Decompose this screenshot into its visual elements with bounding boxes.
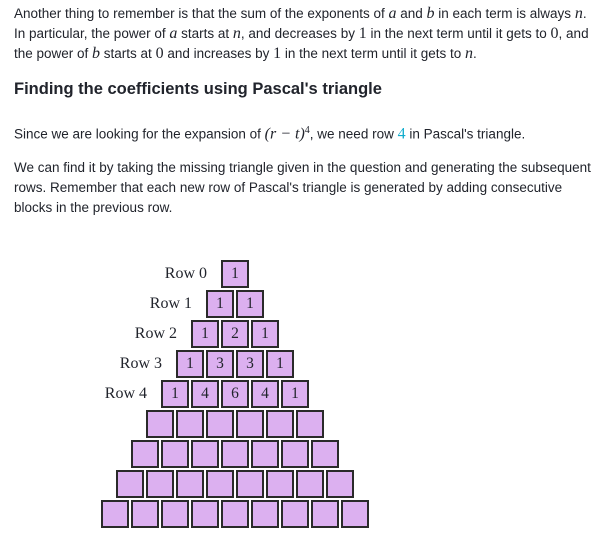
- triangle-cell: 2: [221, 320, 249, 348]
- triangle-cell: [131, 440, 159, 468]
- math-one: 1: [358, 25, 367, 42]
- triangle-cell: [191, 500, 219, 528]
- triangle-cell: 4: [191, 380, 219, 408]
- intro-text: , and decreases by: [240, 26, 359, 41]
- triangle-cell: [296, 410, 324, 438]
- intro-text: in each term is always: [434, 6, 575, 21]
- triangle-cell: [326, 470, 354, 498]
- triangle-cell: [161, 440, 189, 468]
- expansion-paragraph: Since we are looking for the expansion o…: [14, 121, 598, 145]
- math-zero: 0: [550, 25, 559, 42]
- intro-text: and: [396, 6, 427, 21]
- intro-text: , and the power of: [14, 26, 589, 61]
- triangle-cell: [101, 500, 129, 528]
- triangle-cell: 1: [176, 350, 204, 378]
- math-b: b: [92, 45, 101, 62]
- intro-text: in the next term until it gets to: [366, 26, 551, 41]
- math-one: 1: [273, 45, 282, 62]
- triangle-cell: [251, 500, 279, 528]
- triangle-cell: [146, 470, 174, 498]
- triangle-cell: [221, 500, 249, 528]
- intro-text: .: [472, 46, 477, 61]
- triangle-cell: [311, 500, 339, 528]
- triangle-cell: [161, 500, 189, 528]
- triangle-cell: [296, 470, 324, 498]
- triangle-cell: 1: [236, 290, 264, 318]
- math-a: a: [388, 5, 397, 22]
- row-label: Row 0: [164, 265, 207, 282]
- instruction-paragraph: We can find it by taking the missing tri…: [14, 160, 591, 215]
- highlight-row-number: 4: [397, 125, 406, 143]
- math-a: a: [169, 25, 178, 42]
- math-n: n: [464, 45, 473, 62]
- section-heading: Finding the coefficients using Pascal's …: [14, 80, 382, 98]
- triangle-cell: 4: [251, 380, 279, 408]
- triangle-cell: [221, 440, 249, 468]
- triangle-cell: 3: [206, 350, 234, 378]
- triangle-cell: 1: [206, 290, 234, 318]
- intro-text: . In particular, the power of: [14, 6, 587, 41]
- intro-text: starts at: [100, 46, 156, 61]
- intro-text: in the next term until it gets to: [281, 46, 465, 61]
- math-b: b: [426, 5, 435, 22]
- para-text: , we need row: [309, 126, 398, 142]
- para-text: in Pascal's triangle.: [405, 126, 526, 142]
- intro-text: Another thing to remember is that the su…: [14, 6, 389, 21]
- triangle-cell: [146, 410, 174, 438]
- triangle-cell: 1: [281, 380, 309, 408]
- row-label: Row 1: [149, 295, 192, 312]
- triangle-cell: [266, 410, 294, 438]
- para-text: Since we are looking for the expansion o…: [14, 126, 265, 142]
- math-n: n: [232, 25, 241, 42]
- triangle-cell: 1: [191, 320, 219, 348]
- triangle-cell: 1: [221, 260, 249, 288]
- triangle-cell: 6: [221, 380, 249, 408]
- triangle-cell: [176, 470, 204, 498]
- row-label: Row 2: [134, 325, 177, 342]
- triangle-cell: [116, 470, 144, 498]
- triangle-cell: [131, 500, 159, 528]
- triangle-cell: 1: [161, 380, 189, 408]
- triangle-cell: [206, 470, 234, 498]
- triangle-cell: [251, 440, 279, 468]
- math-n: n: [574, 5, 583, 22]
- triangle-cell: [341, 500, 369, 528]
- row-label: Row 3: [119, 355, 162, 372]
- triangle-cell: [281, 440, 309, 468]
- triangle-cell: [191, 440, 219, 468]
- triangle-cell: [176, 410, 204, 438]
- intro-paragraph: Another thing to remember is that the su…: [14, 4, 598, 64]
- row-label: Row 4: [104, 385, 147, 402]
- triangle-cell: [236, 470, 264, 498]
- triangle-cell: 1: [266, 350, 294, 378]
- intro-text: starts at: [177, 26, 233, 41]
- triangle-cell: [266, 470, 294, 498]
- triangle-cell: [236, 410, 264, 438]
- triangle-cell: [311, 440, 339, 468]
- math-zero: 0: [155, 45, 164, 62]
- math-expression: (r − t): [264, 125, 305, 143]
- math-exponent: 4: [304, 125, 310, 136]
- triangle-cell: [206, 410, 234, 438]
- triangle-cell: [281, 500, 309, 528]
- triangle-cell: 3: [236, 350, 264, 378]
- intro-text: and increases by: [163, 46, 274, 61]
- triangle-cell: 1: [251, 320, 279, 348]
